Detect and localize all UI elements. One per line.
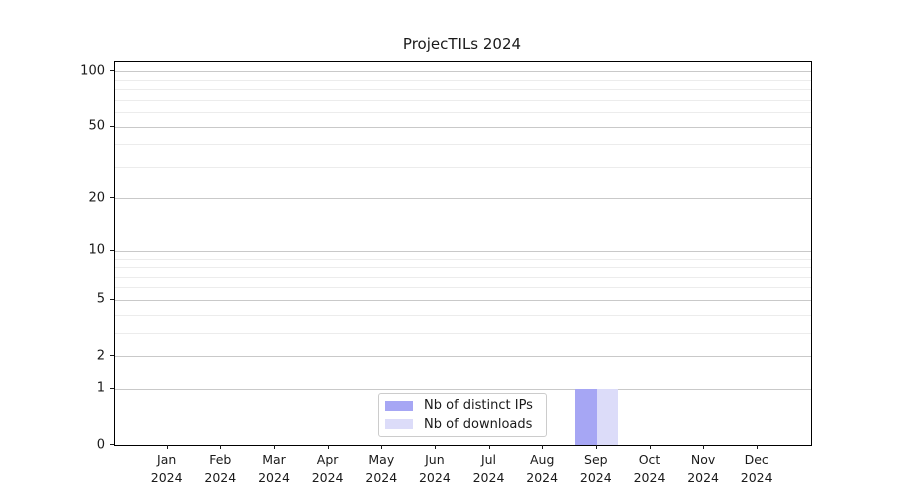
x-tick-label: Feb 2024 <box>204 452 237 486</box>
legend-swatch-distinct-ips <box>385 400 413 411</box>
y-tick <box>110 355 114 356</box>
x-tick-label: Jun 2024 <box>418 452 451 486</box>
gridline-minor <box>115 287 811 289</box>
y-tick <box>110 125 114 127</box>
legend-label: Nb of distinct IPs <box>424 398 533 414</box>
y-tick-label: 0 <box>96 437 105 452</box>
x-tick-label: Apr 2024 <box>311 452 344 486</box>
y-tick <box>110 70 114 72</box>
x-tick <box>756 445 758 449</box>
x-tick-label: Aug 2024 <box>526 452 559 486</box>
x-tick-label: Mar 2024 <box>258 452 290 486</box>
gridline-major <box>115 126 811 128</box>
x-tick-label: Oct 2024 <box>633 452 666 486</box>
y-tick-label: 2 <box>96 348 105 363</box>
y-tick-label: 5 <box>96 291 105 307</box>
gridline-major <box>115 299 811 301</box>
x-tick-label: Sep 2024 <box>579 452 612 486</box>
gridline-minor <box>115 79 811 81</box>
y-tick <box>110 298 114 300</box>
gridline-major <box>115 388 811 390</box>
gridline-minor <box>115 276 811 278</box>
x-tick <box>542 445 544 449</box>
y-tick-label: 100 <box>80 63 105 79</box>
bar-distinct-ips <box>575 388 597 445</box>
gridline-major <box>115 71 811 73</box>
x-tick <box>220 445 222 449</box>
x-tick <box>488 445 490 449</box>
gridline-major <box>115 356 811 357</box>
y-tick <box>110 249 114 251</box>
x-tick <box>595 445 597 449</box>
x-tick <box>381 445 383 449</box>
x-tick <box>703 445 705 449</box>
y-tick-label: 50 <box>88 118 105 134</box>
x-tick-label: Jul 2024 <box>472 452 505 486</box>
gridline-major <box>115 250 811 252</box>
gridline-minor <box>115 332 811 334</box>
gridline-minor <box>115 112 811 113</box>
gridline-major <box>115 198 811 200</box>
gridline-minor <box>115 99 811 101</box>
gridline-minor <box>115 166 811 168</box>
gridline-minor <box>115 89 811 90</box>
plot-area <box>114 61 812 446</box>
chart-title: ProjecTILs 2024 <box>402 35 522 53</box>
x-tick <box>327 445 329 449</box>
y-tick <box>110 387 114 389</box>
y-tick-label: 20 <box>88 190 105 206</box>
legend-item: Nb of distinct IPs <box>385 398 538 414</box>
gridline-minor <box>115 144 811 146</box>
x-tick <box>274 445 275 449</box>
y-tick <box>110 197 114 199</box>
x-tick-label: Dec 2024 <box>740 452 773 486</box>
x-tick-label: Nov 2024 <box>687 452 719 486</box>
x-tick <box>649 445 651 449</box>
y-tick <box>110 444 114 445</box>
x-tick-label: May 2024 <box>365 452 398 486</box>
legend-label: Nb of downloads <box>424 416 533 432</box>
y-tick-label: 1 <box>96 380 105 396</box>
x-tick <box>166 445 168 449</box>
y-tick-label: 10 <box>88 242 105 258</box>
legend-item: Nb of downloads <box>385 417 538 433</box>
gridline-minor <box>115 267 811 268</box>
x-tick-label: Jan 2024 <box>150 452 183 486</box>
legend-swatch-downloads <box>385 419 413 430</box>
gridline-minor <box>115 258 811 260</box>
legend: Nb of distinct IPs Nb of downloads <box>378 393 547 437</box>
x-tick <box>434 445 436 449</box>
bar-downloads <box>596 388 619 445</box>
gridline-minor <box>115 314 811 316</box>
